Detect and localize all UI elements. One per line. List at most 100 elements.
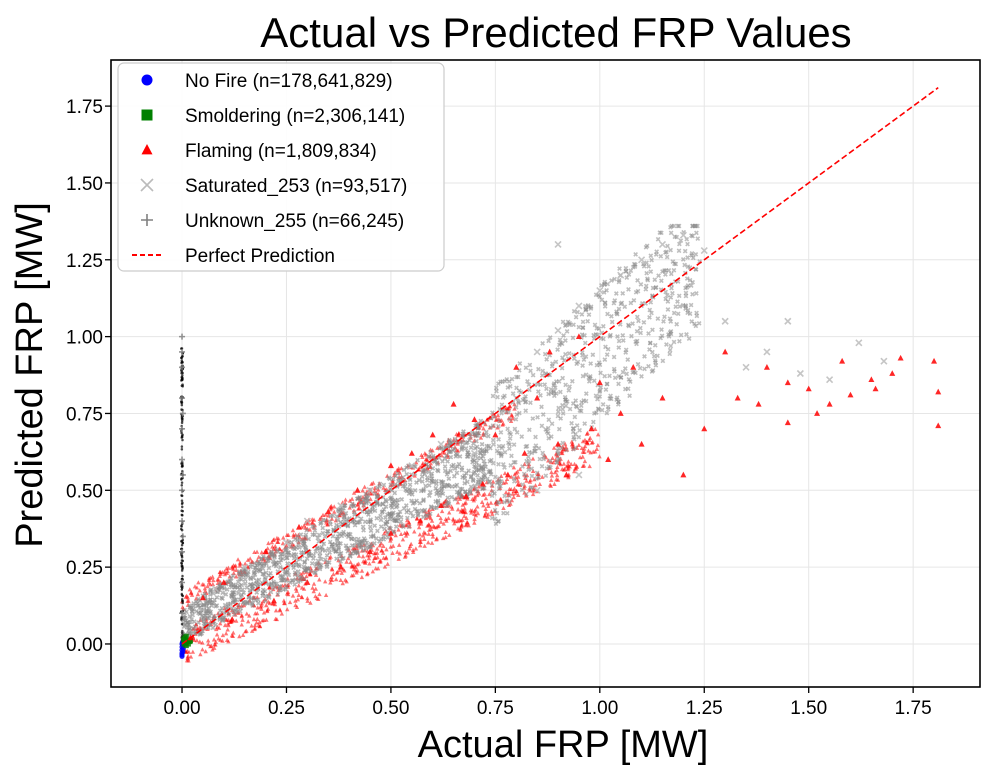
flaming-band-point (511, 494, 516, 500)
saturated-band-point (349, 536, 355, 542)
saturated-band-point (571, 356, 577, 361)
flaming-band-point (569, 442, 575, 447)
saturated-band-point (540, 412, 546, 417)
saturated-band-point (329, 542, 335, 547)
saturated-band-point (580, 363, 585, 368)
flaming-band-point (400, 537, 406, 542)
flaming-band-point (430, 531, 435, 537)
saturated-band-point (292, 582, 298, 587)
flaming-band-point (329, 503, 334, 508)
flaming-band-point (366, 556, 372, 561)
flaming-band-point (427, 527, 432, 532)
flaming-band-point (186, 598, 191, 603)
saturated-band-point (650, 327, 655, 333)
saturated-band-point (281, 587, 286, 592)
saturated-band-point (391, 529, 397, 535)
saturated-band-point (344, 532, 350, 538)
flaming-band-point (390, 543, 396, 548)
flaming-band-point (185, 653, 191, 658)
saturated-band-point (641, 319, 647, 325)
saturated-band-point (309, 561, 315, 566)
data-point (296, 523, 303, 530)
data-point (554, 240, 562, 248)
saturated-band-point (528, 485, 534, 491)
unknown-column-point (181, 509, 184, 513)
flaming-band-point (507, 404, 513, 409)
flaming-band-point (259, 550, 264, 555)
saturated-band-point (268, 581, 274, 586)
saturated-band-point (222, 602, 228, 608)
saturated-band-point (648, 299, 654, 305)
saturated-band-point (435, 498, 441, 504)
y-tick-label: 1.00 (66, 328, 103, 349)
flaming-band-point (328, 507, 333, 512)
flaming-band-point (282, 600, 287, 605)
flaming-band-point (481, 503, 486, 508)
saturated-band-point (546, 391, 551, 397)
data-point (784, 379, 791, 386)
flaming-band-point (329, 574, 334, 579)
flaming-band-point (194, 638, 200, 643)
flaming-band-point (402, 554, 408, 559)
flaming-band-point (303, 525, 308, 530)
saturated-band-point (388, 495, 394, 501)
data-point (479, 480, 486, 487)
saturated-band-point (656, 273, 661, 279)
flaming-band-point (509, 413, 515, 418)
saturated-band-point (524, 458, 530, 464)
saturated-band-point (335, 542, 340, 548)
saturated-band-point (476, 463, 482, 468)
saturated-band-point (310, 524, 315, 529)
saturated-band-point (306, 536, 312, 542)
saturated-band-point (421, 497, 426, 502)
saturated-band-point (445, 469, 451, 475)
saturated-band-point (347, 532, 353, 537)
saturated-band-point (541, 454, 547, 460)
flaming-band-point (465, 520, 470, 525)
flaming-band-point (247, 613, 252, 618)
data-point (179, 548, 186, 555)
flaming-band-point (269, 540, 275, 545)
saturated-band-point (468, 484, 474, 490)
saturated-band-point (638, 325, 643, 331)
flaming-band-point (275, 539, 280, 544)
saturated-band-point (506, 440, 511, 446)
saturated-band-point (361, 527, 366, 533)
saturated-band-point (501, 510, 506, 516)
flaming-band-point (372, 551, 377, 556)
saturated-band-point (639, 373, 644, 379)
flaming-band-point (351, 490, 357, 495)
flaming-band-point (466, 523, 471, 528)
flaming-band-point (528, 477, 533, 483)
saturated-band-point (608, 393, 613, 399)
flaming-band-point (385, 561, 390, 566)
saturated-band-point (649, 257, 655, 263)
flaming-band-point (305, 598, 310, 603)
saturated-band-point (574, 423, 580, 428)
unknown-column-point (180, 416, 184, 419)
legend-marker-icon (141, 74, 153, 86)
saturated-band-point (522, 396, 527, 402)
flaming-band-point (273, 543, 278, 549)
flaming-band-point (255, 594, 260, 600)
flaming-band-point (422, 536, 427, 541)
saturated-band-point (623, 269, 629, 274)
saturated-band-point (583, 391, 589, 397)
flaming-band-point (426, 522, 432, 527)
saturated-band-point (511, 442, 517, 447)
flaming-band-point (513, 491, 518, 496)
saturated-band-point (465, 449, 470, 455)
flaming-band-point (462, 513, 467, 519)
saturated-band-point (668, 230, 674, 236)
flaming-band-point (488, 500, 494, 505)
saturated-band-point (634, 314, 640, 320)
flaming-band-point (390, 550, 395, 555)
flaming-band-point (410, 547, 416, 552)
saturated-band-point (628, 268, 634, 274)
flaming-band-point (475, 504, 480, 509)
saturated-band-point (560, 411, 566, 416)
legend-label: Flaming (n=1,809,834) (185, 141, 377, 162)
dense-point-clouds (179, 223, 703, 663)
flaming-band-point (566, 466, 571, 471)
data-point (826, 400, 833, 407)
